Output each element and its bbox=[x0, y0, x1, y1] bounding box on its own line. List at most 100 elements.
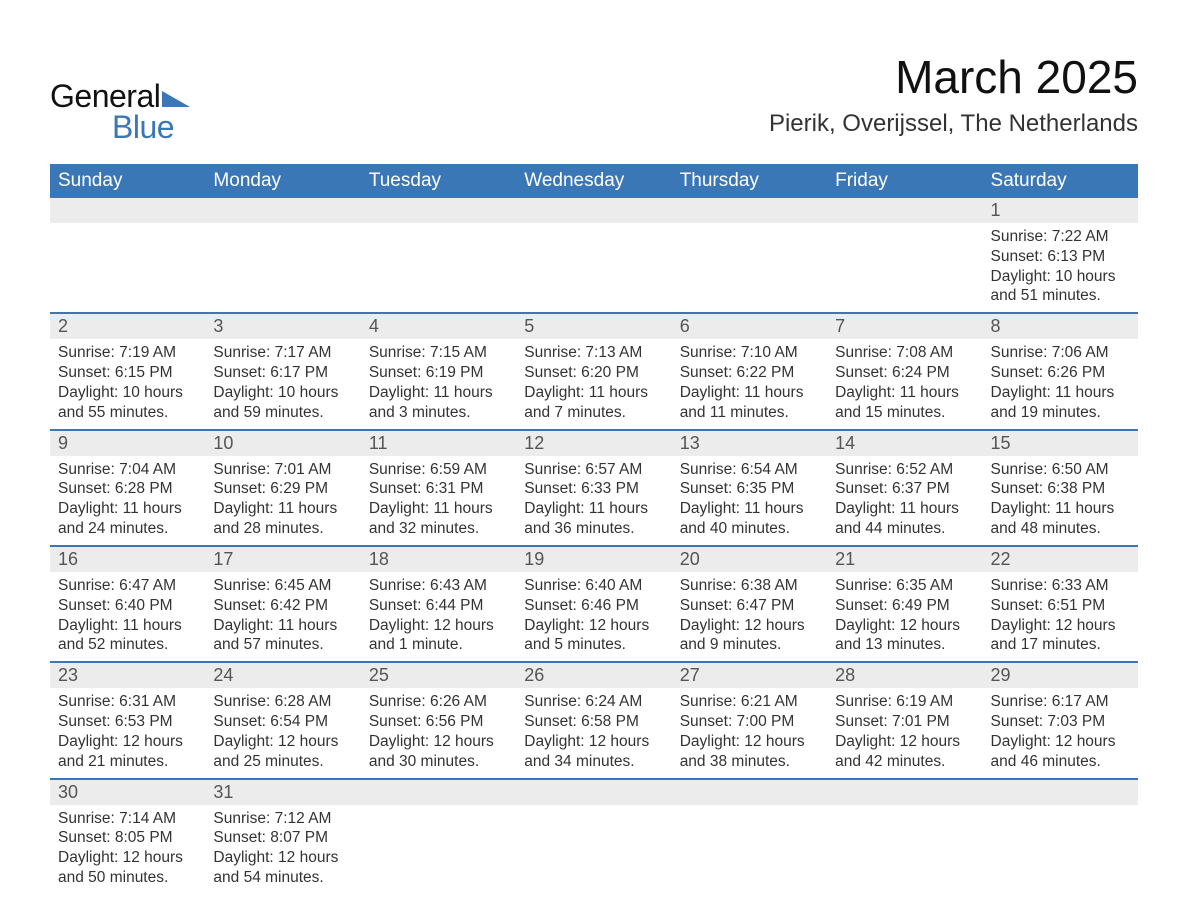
sunrise-text: Sunrise: 7:14 AM bbox=[58, 809, 197, 829]
day-body bbox=[205, 223, 360, 243]
calendar-cell: 20Sunrise: 6:38 AMSunset: 6:47 PMDayligh… bbox=[672, 546, 827, 662]
day-number: 22 bbox=[983, 547, 1138, 572]
daylight-text: Daylight: 11 hours and 48 minutes. bbox=[991, 499, 1130, 539]
daylight-text: Daylight: 12 hours and 42 minutes. bbox=[835, 732, 974, 772]
day-number: 31 bbox=[205, 780, 360, 805]
calendar-cell: 17Sunrise: 6:45 AMSunset: 6:42 PMDayligh… bbox=[205, 546, 360, 662]
day-body: Sunrise: 7:14 AMSunset: 8:05 PMDaylight:… bbox=[50, 805, 205, 894]
sunrise-text: Sunrise: 6:54 AM bbox=[680, 460, 819, 480]
day-number: 6 bbox=[672, 314, 827, 339]
calendar-cell: 16Sunrise: 6:47 AMSunset: 6:40 PMDayligh… bbox=[50, 546, 205, 662]
day-header: Tuesday bbox=[361, 164, 516, 198]
daylight-text: Daylight: 12 hours and 17 minutes. bbox=[991, 616, 1130, 656]
sunrise-text: Sunrise: 7:13 AM bbox=[524, 343, 663, 363]
sunrise-text: Sunrise: 6:31 AM bbox=[58, 692, 197, 712]
day-body: Sunrise: 6:54 AMSunset: 6:35 PMDaylight:… bbox=[672, 456, 827, 545]
day-body bbox=[361, 805, 516, 825]
calendar-cell bbox=[827, 779, 982, 894]
day-body: Sunrise: 7:10 AMSunset: 6:22 PMDaylight:… bbox=[672, 339, 827, 428]
calendar-cell: 14Sunrise: 6:52 AMSunset: 6:37 PMDayligh… bbox=[827, 430, 982, 546]
day-number: 5 bbox=[516, 314, 671, 339]
day-body bbox=[827, 805, 982, 825]
day-body: Sunrise: 6:21 AMSunset: 7:00 PMDaylight:… bbox=[672, 688, 827, 777]
day-body: Sunrise: 6:45 AMSunset: 6:42 PMDaylight:… bbox=[205, 572, 360, 661]
day-body: Sunrise: 6:35 AMSunset: 6:49 PMDaylight:… bbox=[827, 572, 982, 661]
day-body: Sunrise: 6:33 AMSunset: 6:51 PMDaylight:… bbox=[983, 572, 1138, 661]
page-subtitle: Pierik, Overijssel, The Netherlands bbox=[769, 110, 1138, 138]
day-number: 15 bbox=[983, 431, 1138, 456]
day-header: Thursday bbox=[672, 164, 827, 198]
day-number bbox=[516, 780, 671, 805]
daylight-text: Daylight: 11 hours and 28 minutes. bbox=[213, 499, 352, 539]
calendar-cell bbox=[516, 198, 671, 313]
day-body: Sunrise: 6:24 AMSunset: 6:58 PMDaylight:… bbox=[516, 688, 671, 777]
day-body bbox=[672, 223, 827, 243]
day-body: Sunrise: 6:17 AMSunset: 7:03 PMDaylight:… bbox=[983, 688, 1138, 777]
sunrise-text: Sunrise: 6:57 AM bbox=[524, 460, 663, 480]
sunset-text: Sunset: 6:13 PM bbox=[991, 247, 1130, 267]
day-header: Friday bbox=[827, 164, 982, 198]
daylight-text: Daylight: 12 hours and 5 minutes. bbox=[524, 616, 663, 656]
calendar-cell bbox=[205, 198, 360, 313]
day-body bbox=[672, 805, 827, 825]
sunset-text: Sunset: 6:42 PM bbox=[213, 596, 352, 616]
calendar-cell: 28Sunrise: 6:19 AMSunset: 7:01 PMDayligh… bbox=[827, 662, 982, 778]
sunrise-text: Sunrise: 6:40 AM bbox=[524, 576, 663, 596]
daylight-text: Daylight: 12 hours and 46 minutes. bbox=[991, 732, 1130, 772]
calendar-cell: 19Sunrise: 6:40 AMSunset: 6:46 PMDayligh… bbox=[516, 546, 671, 662]
sunrise-text: Sunrise: 7:22 AM bbox=[991, 227, 1130, 247]
sunrise-text: Sunrise: 6:24 AM bbox=[524, 692, 663, 712]
sunset-text: Sunset: 6:26 PM bbox=[991, 363, 1130, 383]
calendar-cell: 18Sunrise: 6:43 AMSunset: 6:44 PMDayligh… bbox=[361, 546, 516, 662]
day-body: Sunrise: 6:38 AMSunset: 6:47 PMDaylight:… bbox=[672, 572, 827, 661]
sunrise-text: Sunrise: 7:12 AM bbox=[213, 809, 352, 829]
day-body: Sunrise: 6:43 AMSunset: 6:44 PMDaylight:… bbox=[361, 572, 516, 661]
day-number bbox=[50, 198, 205, 223]
calendar-cell bbox=[50, 198, 205, 313]
sunset-text: Sunset: 6:17 PM bbox=[213, 363, 352, 383]
day-number: 25 bbox=[361, 663, 516, 688]
sunset-text: Sunset: 6:44 PM bbox=[369, 596, 508, 616]
day-number: 1 bbox=[983, 198, 1138, 223]
sunset-text: Sunset: 6:22 PM bbox=[680, 363, 819, 383]
logo-triangle-icon bbox=[162, 87, 190, 107]
sunrise-text: Sunrise: 6:47 AM bbox=[58, 576, 197, 596]
sunrise-text: Sunrise: 7:10 AM bbox=[680, 343, 819, 363]
day-number: 18 bbox=[361, 547, 516, 572]
sunset-text: Sunset: 6:15 PM bbox=[58, 363, 197, 383]
calendar-week: 30Sunrise: 7:14 AMSunset: 8:05 PMDayligh… bbox=[50, 779, 1138, 894]
daylight-text: Daylight: 12 hours and 9 minutes. bbox=[680, 616, 819, 656]
day-body: Sunrise: 7:01 AMSunset: 6:29 PMDaylight:… bbox=[205, 456, 360, 545]
sunset-text: Sunset: 6:38 PM bbox=[991, 479, 1130, 499]
sunrise-text: Sunrise: 7:19 AM bbox=[58, 343, 197, 363]
calendar-week: 9Sunrise: 7:04 AMSunset: 6:28 PMDaylight… bbox=[50, 430, 1138, 546]
sunset-text: Sunset: 6:28 PM bbox=[58, 479, 197, 499]
day-body bbox=[516, 805, 671, 825]
sunset-text: Sunset: 6:56 PM bbox=[369, 712, 508, 732]
sunrise-text: Sunrise: 7:15 AM bbox=[369, 343, 508, 363]
calendar-week: 23Sunrise: 6:31 AMSunset: 6:53 PMDayligh… bbox=[50, 662, 1138, 778]
daylight-text: Daylight: 12 hours and 21 minutes. bbox=[58, 732, 197, 772]
calendar-cell: 27Sunrise: 6:21 AMSunset: 7:00 PMDayligh… bbox=[672, 662, 827, 778]
sunrise-text: Sunrise: 7:06 AM bbox=[991, 343, 1130, 363]
day-body bbox=[983, 805, 1138, 825]
day-number bbox=[205, 198, 360, 223]
daylight-text: Daylight: 12 hours and 30 minutes. bbox=[369, 732, 508, 772]
daylight-text: Daylight: 12 hours and 54 minutes. bbox=[213, 848, 352, 888]
calendar-cell: 5Sunrise: 7:13 AMSunset: 6:20 PMDaylight… bbox=[516, 313, 671, 429]
sunset-text: Sunset: 6:47 PM bbox=[680, 596, 819, 616]
calendar-cell bbox=[827, 198, 982, 313]
calendar-cell: 11Sunrise: 6:59 AMSunset: 6:31 PMDayligh… bbox=[361, 430, 516, 546]
day-number: 3 bbox=[205, 314, 360, 339]
day-body: Sunrise: 6:31 AMSunset: 6:53 PMDaylight:… bbox=[50, 688, 205, 777]
day-body: Sunrise: 7:13 AMSunset: 6:20 PMDaylight:… bbox=[516, 339, 671, 428]
header-block: General Blue March 2025 Pierik, Overijss… bbox=[50, 50, 1138, 146]
daylight-text: Daylight: 12 hours and 50 minutes. bbox=[58, 848, 197, 888]
sunrise-text: Sunrise: 6:28 AM bbox=[213, 692, 352, 712]
day-number: 9 bbox=[50, 431, 205, 456]
day-number: 27 bbox=[672, 663, 827, 688]
day-body bbox=[516, 223, 671, 243]
sunset-text: Sunset: 6:53 PM bbox=[58, 712, 197, 732]
sunset-text: Sunset: 7:03 PM bbox=[991, 712, 1130, 732]
day-number: 2 bbox=[50, 314, 205, 339]
